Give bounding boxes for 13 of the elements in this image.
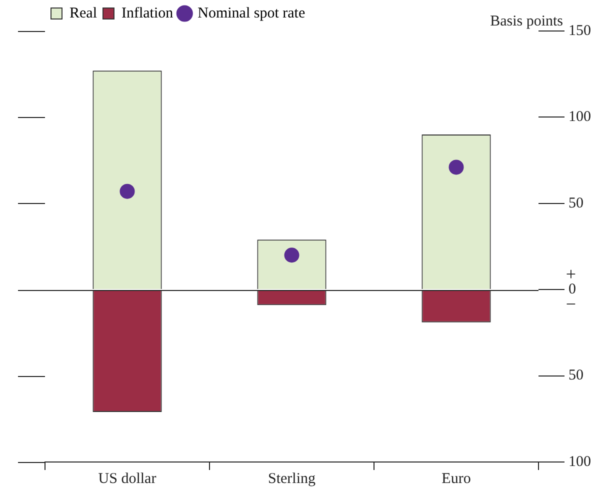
- y-tick-label: 100: [568, 109, 591, 126]
- x-tick-label: Euro: [442, 470, 471, 487]
- x-tick-label: Sterling: [268, 470, 316, 487]
- legend-label: Real: [70, 5, 97, 22]
- text: +: [566, 264, 576, 284]
- y-tick-label: 50: [568, 368, 584, 384]
- y-tick-label: 50: [568, 195, 584, 212]
- y-tick-label: 150: [568, 22, 591, 39]
- x-tick-label: US dollar: [98, 470, 156, 487]
- y-axis-title: Basis points: [490, 13, 564, 30]
- legend-label: Inflation: [121, 5, 174, 22]
- y-tick-label: 100: [568, 454, 591, 470]
- legend-label: Nominal spot rate: [198, 5, 306, 22]
